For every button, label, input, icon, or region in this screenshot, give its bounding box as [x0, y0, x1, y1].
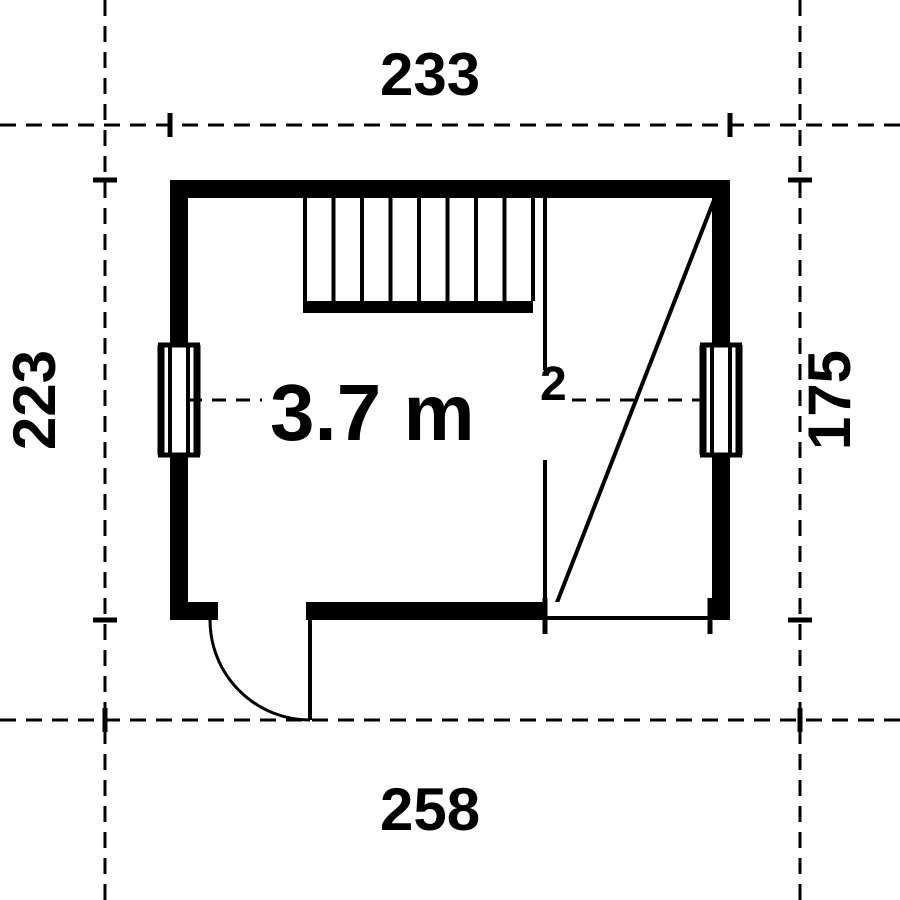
dim-top: 233 [380, 41, 480, 108]
dim-bottom: 258 [380, 776, 480, 843]
dim-right: 175 [796, 350, 863, 450]
area-label: 3.7 m [270, 368, 475, 457]
dim-left: 223 [1, 350, 68, 450]
area-unit-sup: 2 [540, 358, 567, 411]
